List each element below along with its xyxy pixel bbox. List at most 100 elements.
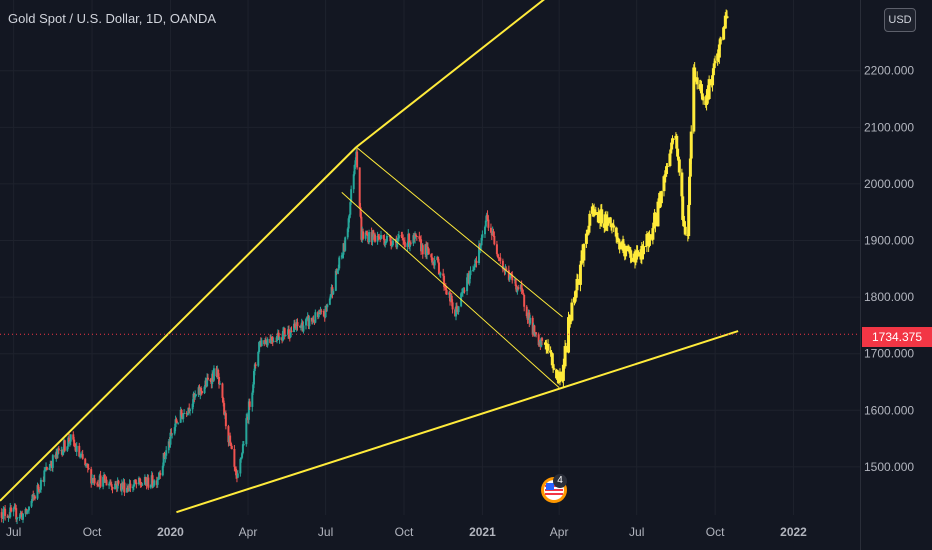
trend-line: [176, 330, 739, 514]
candle-body: [30, 500, 33, 507]
candle-body: [227, 426, 230, 443]
candle-body: [578, 264, 582, 285]
candle-body: [328, 298, 331, 305]
candle-body: [221, 383, 224, 398]
candle-body: [266, 339, 269, 346]
candle-body: [318, 312, 321, 314]
candle-body: [10, 507, 13, 512]
candle-body: [537, 334, 540, 346]
candle-body: [126, 487, 129, 489]
candle-body: [662, 176, 666, 192]
candle-body: [683, 226, 687, 235]
candle-body: [74, 445, 77, 447]
candle-body: [201, 391, 204, 394]
candle-body: [427, 248, 430, 255]
candle-body: [93, 478, 96, 484]
candle-body: [437, 256, 440, 263]
candle-body: [495, 244, 498, 254]
candle-body: [334, 270, 337, 291]
candle-body: [442, 273, 445, 276]
candle-body: [138, 477, 141, 482]
candle-body: [144, 477, 147, 482]
candle-body: [114, 483, 117, 485]
candle-body: [608, 217, 612, 224]
price-tick-label: 2200.000: [864, 64, 914, 78]
candle-body: [481, 234, 484, 238]
candle-body: [258, 342, 261, 352]
candle-body: [288, 337, 291, 339]
candle-body: [359, 207, 362, 217]
candle-body: [403, 241, 406, 247]
candle-body: [338, 257, 341, 269]
candle-body: [236, 473, 239, 478]
candle-body: [472, 267, 475, 270]
candle-body: [159, 472, 162, 476]
currency-button[interactable]: USD: [884, 8, 916, 32]
candle-body: [600, 209, 604, 224]
candle-body: [252, 370, 255, 385]
candle-body: [711, 68, 715, 76]
candle-body: [165, 450, 168, 456]
candle-body: [195, 394, 198, 396]
candle-body: [284, 334, 287, 336]
candle-body: [346, 228, 349, 238]
candle-body: [337, 268, 340, 271]
candle-body: [234, 466, 237, 469]
candle-body: [717, 44, 721, 58]
candle-body: [129, 483, 132, 489]
candle-body: [308, 317, 311, 327]
candle-body: [622, 243, 626, 254]
candle-body: [33, 496, 36, 499]
candle-body: [624, 245, 628, 257]
candle-body: [463, 290, 466, 292]
candle-body: [520, 284, 523, 290]
candle-body: [341, 254, 344, 256]
candle-body: [478, 244, 481, 264]
candle-body: [69, 434, 72, 442]
candle-body: [455, 306, 458, 309]
candle-body: [360, 216, 363, 240]
candle-body: [125, 487, 128, 493]
candle-body: [612, 225, 616, 228]
candle-body: [45, 467, 48, 470]
candle-body: [401, 236, 404, 238]
candle-body: [123, 482, 126, 493]
candle-body: [43, 470, 46, 482]
candle-body: [385, 235, 388, 242]
candle-body: [147, 477, 150, 488]
candle-body: [563, 346, 567, 367]
candle-body: [362, 231, 365, 239]
candle-body: [271, 339, 274, 342]
candle-body: [430, 254, 433, 258]
candle-body: [149, 484, 152, 488]
candle-body: [431, 257, 434, 263]
candle-body: [507, 270, 510, 280]
candle-body: [163, 452, 166, 458]
candle-body: [469, 270, 472, 276]
candle-body: [81, 454, 84, 459]
candle-body: [63, 440, 66, 451]
candle-body: [241, 453, 244, 458]
candle-body: [645, 234, 649, 247]
candle-body: [437, 262, 440, 275]
candle-body: [570, 302, 574, 321]
candle-body: [320, 310, 323, 312]
candle-body: [349, 202, 352, 215]
candle-body: [317, 312, 320, 317]
candle-body: [332, 290, 335, 295]
candle-body: [372, 230, 375, 237]
candle-body: [695, 77, 699, 85]
candle-body: [245, 418, 248, 445]
candle-body: [366, 234, 369, 236]
candle-body: [18, 516, 21, 518]
candle-body: [711, 75, 715, 86]
candle-body: [486, 214, 489, 220]
candle-body: [692, 67, 696, 132]
candle-body: [389, 235, 392, 242]
candle-body: [293, 323, 296, 333]
candle-body: [305, 317, 308, 320]
candle-body: [241, 444, 244, 454]
candle-body: [549, 352, 553, 354]
candle-body: [549, 350, 553, 353]
